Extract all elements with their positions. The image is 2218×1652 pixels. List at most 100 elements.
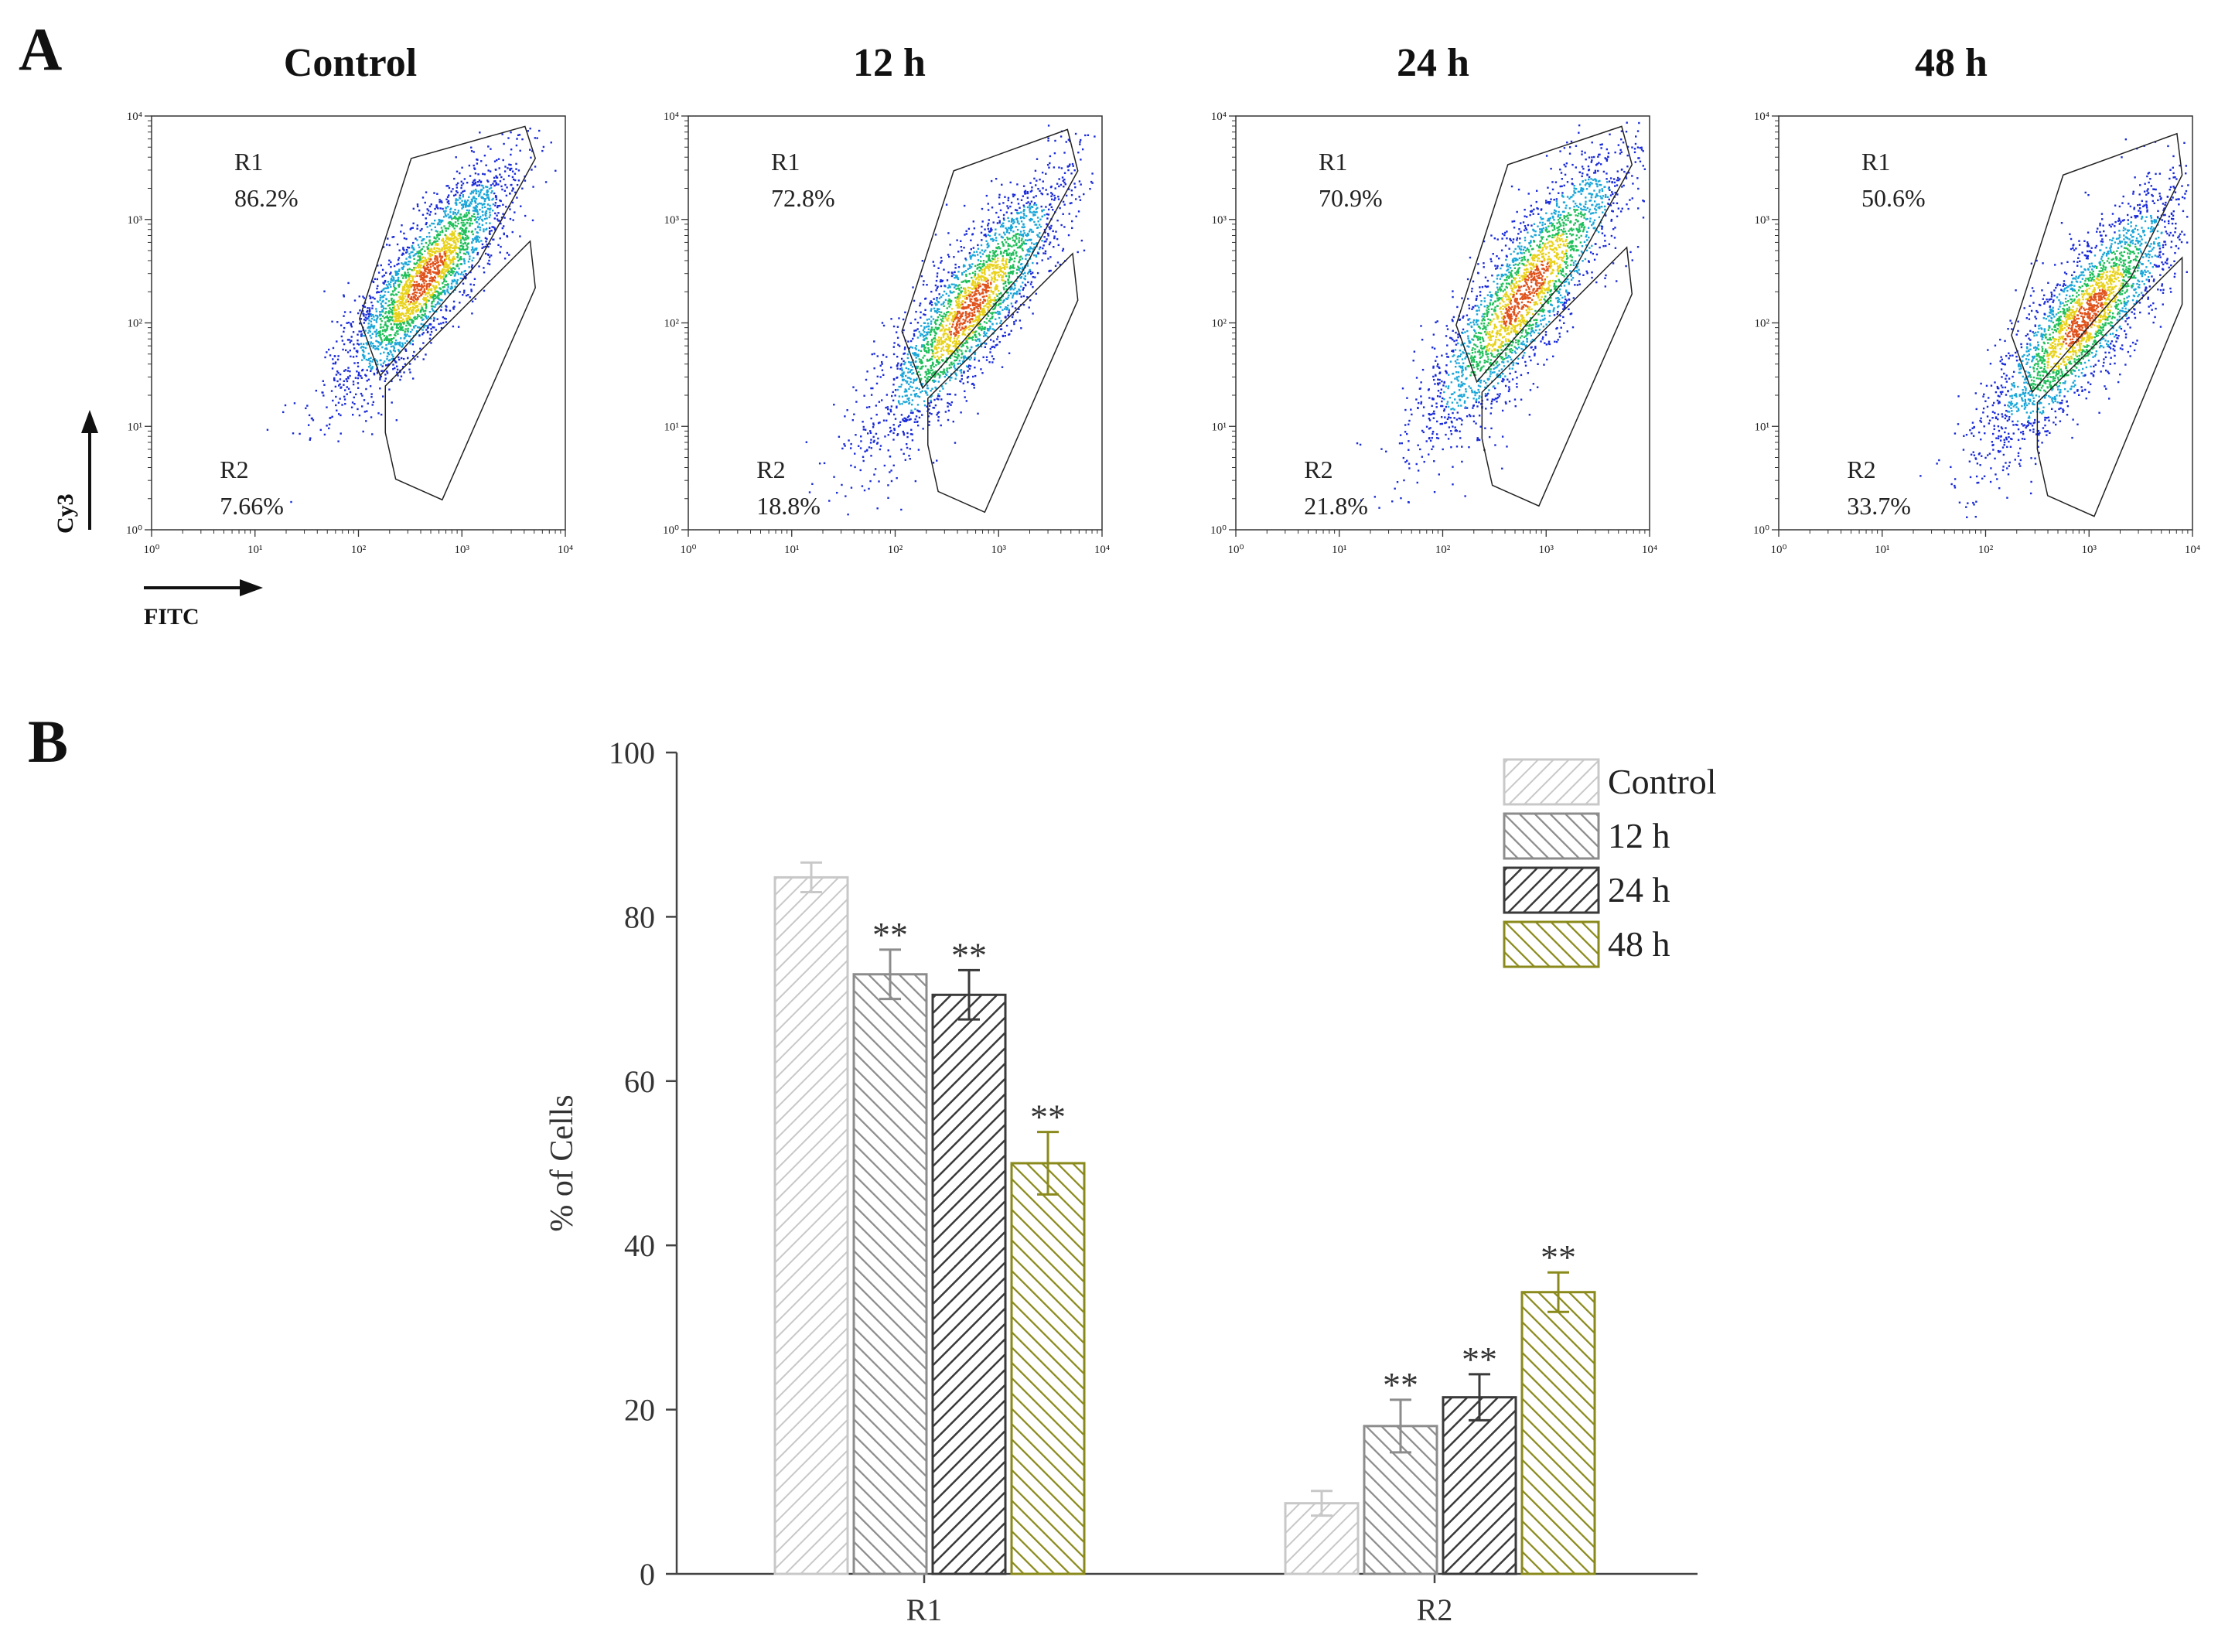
scatter-point (1067, 138, 1070, 141)
scatter-point (981, 271, 984, 275)
scatter-point (489, 233, 491, 235)
scatter-point (1025, 234, 1027, 237)
scatter-point (934, 404, 937, 407)
scatter-point (404, 306, 406, 309)
scatter-point (452, 188, 454, 190)
scatter-point (464, 203, 466, 206)
scatter-point (1031, 189, 1033, 192)
scatter-point (393, 346, 395, 349)
scatter-point (1000, 235, 1003, 238)
scatter-point (1019, 206, 1021, 209)
scatter-point (455, 252, 457, 255)
scatter-point (462, 230, 466, 232)
scatter-point (483, 173, 486, 176)
scatter-point (343, 315, 345, 317)
scatter-point (903, 360, 905, 363)
scatter-point (1023, 271, 1026, 275)
scatter-point (935, 323, 937, 326)
scatter-point (995, 239, 998, 242)
scatter-point (969, 257, 972, 259)
scatter-point (982, 327, 984, 330)
scatter-point (449, 247, 451, 250)
scatter-point (440, 221, 442, 224)
scatter-point (981, 249, 983, 251)
scatter-point (371, 404, 374, 406)
scatter-point (293, 402, 296, 404)
scatter-point (418, 246, 421, 248)
scatter-point (1094, 135, 1096, 138)
scatter-point (363, 334, 365, 337)
scatter-point (452, 223, 455, 225)
scatter-point (995, 318, 997, 320)
scatter-point (431, 248, 433, 251)
scatter-point (939, 280, 942, 283)
scatter-point (379, 310, 381, 313)
scatter-point (916, 377, 918, 380)
scatter-point (940, 279, 942, 282)
scatter-point (981, 288, 984, 291)
scatter-point (503, 142, 505, 145)
scatter-point (402, 329, 404, 332)
scatter-point (980, 368, 982, 370)
scatter-point (438, 271, 441, 274)
scatter-point (392, 345, 394, 347)
scatter-point (1029, 211, 1032, 213)
scatter-point (478, 179, 481, 182)
scatter-point (370, 301, 373, 304)
scatter-point (503, 189, 507, 193)
scatter-point (444, 254, 446, 257)
scatter-point (982, 259, 985, 262)
scatter-point (1078, 196, 1080, 198)
scatter-point (1047, 234, 1049, 237)
scatter-point (947, 315, 950, 317)
scatter-point (994, 287, 996, 290)
scatter-point (391, 401, 393, 404)
scatter-point (486, 227, 488, 230)
scatter-point (402, 265, 405, 268)
scatter-point (444, 284, 446, 286)
scatter-point (403, 286, 406, 288)
scatter-point (1015, 237, 1018, 240)
scatter-point (914, 379, 917, 381)
scatter-point (915, 345, 918, 347)
scatter-point (1026, 295, 1029, 299)
scatter-point (980, 292, 982, 295)
scatter-point (924, 376, 926, 378)
scatter-point (423, 291, 426, 294)
scatter-point (326, 351, 328, 353)
scatter-point (1044, 231, 1046, 234)
scatter-point (392, 349, 395, 352)
scatter-point (872, 387, 874, 390)
scatter-point (439, 219, 442, 222)
scatter-point (962, 330, 964, 333)
scatter-point (955, 374, 958, 377)
scatter-point (422, 238, 425, 241)
scatter-point (1014, 307, 1017, 309)
scatter-point (1036, 271, 1039, 275)
scatter-point (380, 323, 382, 326)
scatter-point (862, 421, 864, 423)
scatter-point (452, 257, 454, 260)
scatter-point (930, 390, 932, 392)
scatter-point (930, 300, 932, 302)
scatter-point (425, 317, 428, 320)
scatter-point (932, 318, 935, 320)
scatter-point (425, 267, 427, 269)
scatter-point (947, 353, 950, 355)
scatter-point (879, 376, 882, 378)
scatter-point (382, 395, 384, 398)
scatter-point (1024, 278, 1026, 281)
scatter-point (356, 351, 359, 353)
scatter-point (1010, 252, 1013, 255)
scatter-point (933, 356, 937, 359)
scatter-point (395, 293, 398, 296)
scatter-point (1068, 213, 1070, 215)
scatter-point (954, 345, 956, 347)
scatter-point (531, 169, 533, 171)
scatter-point (480, 218, 483, 221)
scatter-point (421, 227, 423, 230)
scatter-point (404, 283, 407, 285)
scatter-point (462, 190, 464, 193)
scatter-point (409, 306, 412, 309)
scatter-point (1042, 180, 1044, 183)
